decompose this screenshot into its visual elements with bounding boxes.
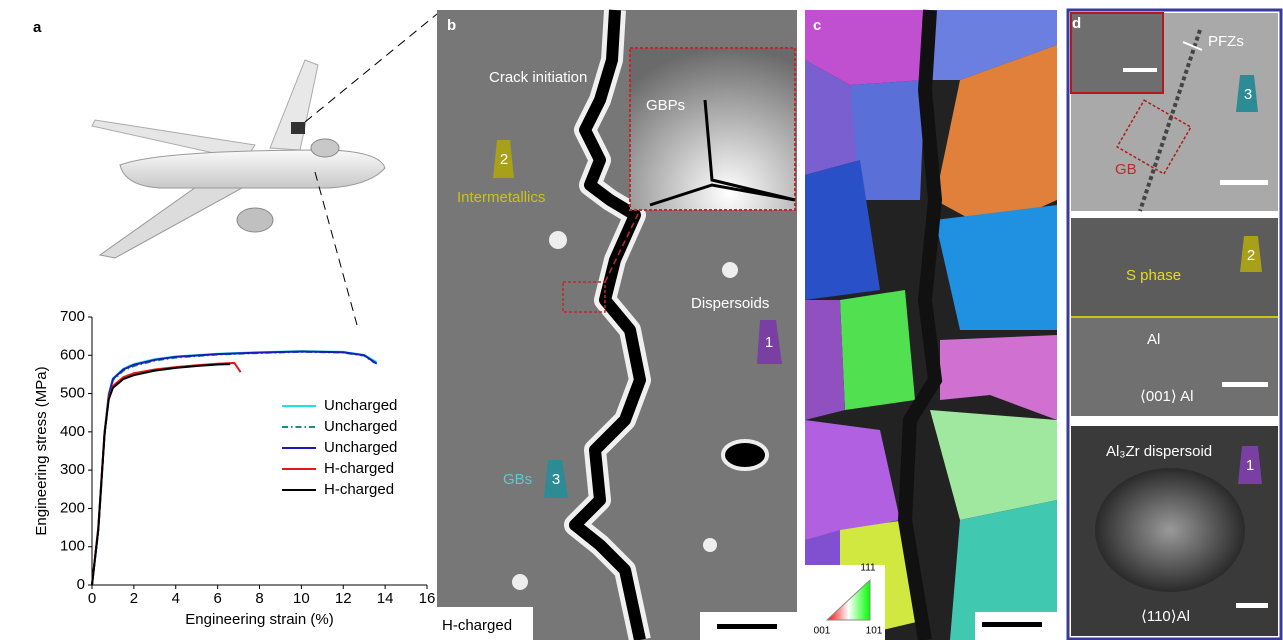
y-tick-label: 200 (60, 499, 85, 516)
series-line (91, 363, 231, 586)
y-tick-label: 600 (60, 346, 85, 363)
zoom-line (314, 171, 358, 326)
x-tick-label: 6 (213, 590, 221, 607)
legend-label: H-charged (324, 481, 394, 498)
ipf-label: 101 (866, 626, 883, 637)
x-tick-label: 10 (293, 590, 310, 607)
legend-label: Uncharged (324, 439, 397, 456)
stress-strain-chart: 0 100 200 300 400 500 600 700 0 2 4 6 8 10 12 14 16 Engin… (33, 308, 435, 628)
ipf-label: 111 (860, 563, 876, 574)
y-axis-label: Engineering stress (MPa) (33, 366, 50, 535)
annotation: GBs (503, 471, 532, 488)
annotation: S phase (1126, 267, 1181, 284)
panel-label: c (813, 17, 821, 34)
panel-label: d (1072, 15, 1081, 32)
x-tick-label: 14 (377, 590, 394, 607)
zoom-line (304, 13, 438, 123)
annotation: Al (1147, 331, 1160, 348)
marker: 3 (1244, 86, 1252, 103)
annotation: GB (1115, 161, 1137, 178)
y-tick-label: 500 (60, 385, 85, 402)
y-tick-label: 700 (60, 308, 85, 325)
annotation: ⟨110⟩Al (1141, 608, 1190, 625)
ipf-label: 001 (814, 626, 831, 637)
marker: 1 (765, 334, 773, 351)
annotation: Intermetallics (457, 189, 545, 206)
x-tick-label: 12 (335, 590, 352, 607)
marker: 1 (1246, 457, 1254, 474)
annotation: Al₃Zr dispersoid (1106, 443, 1212, 460)
legend-label: H-charged (324, 460, 394, 477)
annotation: Dispersoids (691, 295, 769, 312)
x-tick-label: 16 (419, 590, 436, 607)
marker: 2 (500, 151, 508, 168)
ebsd-map (805, 9, 1057, 640)
x-tick-label: 2 (130, 590, 138, 607)
annotation: ⟨001⟩ Al (1140, 388, 1193, 405)
x-tick-label: 8 (255, 590, 263, 607)
legend-label: Uncharged (324, 397, 397, 414)
x-tick-label: 4 (172, 590, 180, 607)
legend-label: Uncharged (324, 418, 397, 435)
annotation: PFZs (1208, 33, 1244, 50)
y-tick-label: 300 (60, 461, 85, 478)
tem-images (1066, 8, 1283, 640)
y-tick-label: 0 (77, 576, 85, 593)
annotation: GBPs (646, 97, 685, 114)
series-line (91, 361, 242, 586)
marker: 3 (552, 471, 560, 488)
marker: 2 (1247, 247, 1255, 264)
sem-image (437, 9, 797, 640)
x-axis-label: Engineering strain (%) (185, 611, 333, 628)
y-tick-label: 400 (60, 423, 85, 440)
airplane (91, 59, 386, 259)
annotation: Crack initiation (489, 69, 587, 86)
panel-label: b (447, 17, 456, 34)
annotation: H-charged (442, 617, 512, 634)
panel-label: a (33, 19, 42, 36)
x-tick-label: 0 (88, 590, 96, 607)
y-tick-label: 100 (60, 538, 85, 555)
